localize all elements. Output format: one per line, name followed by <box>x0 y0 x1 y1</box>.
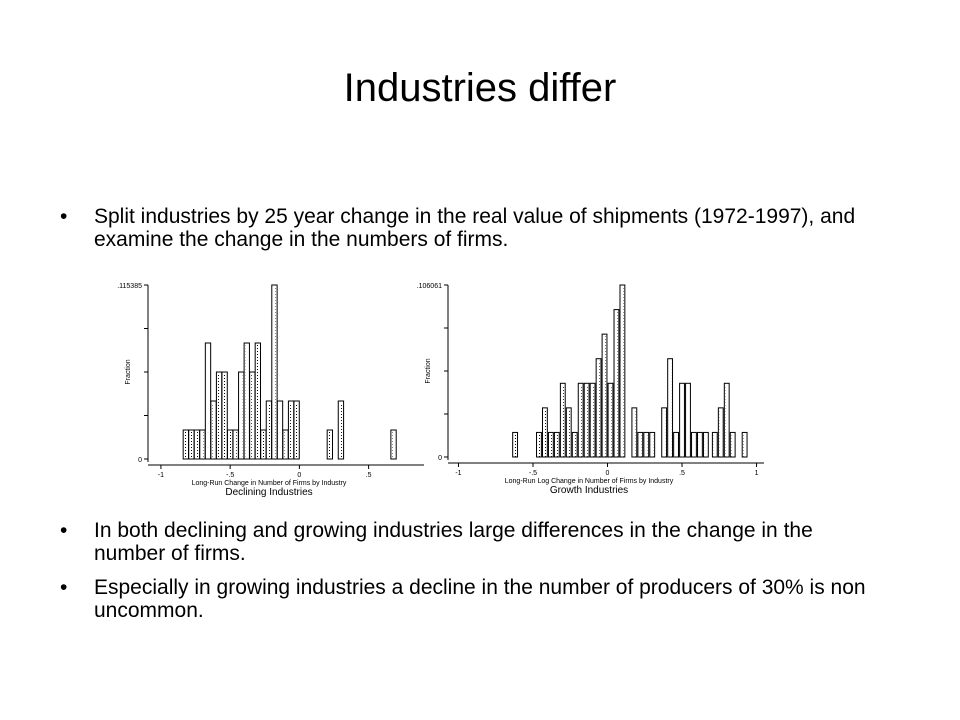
y-tick-label: .106061 <box>417 283 442 290</box>
bar-hatching <box>573 434 576 457</box>
bar-hatching <box>328 432 331 459</box>
bar-hatching <box>201 432 204 459</box>
bar-hatching <box>609 385 612 457</box>
bar-hatching <box>561 385 564 457</box>
bar-hatching <box>585 385 588 457</box>
slide-title: Industries differ <box>343 66 617 110</box>
bullet-text: Split industries by 25 year change in th… <box>94 205 856 251</box>
histogram-growth: .106061 0 Fraction -1 -.5 0 .5 1 Long-Run Log Ch… <box>417 283 764 496</box>
bar-hatching <box>195 432 198 459</box>
bar-hatching <box>284 432 287 459</box>
bar-hatching <box>223 374 226 459</box>
bar-hatching <box>731 434 734 457</box>
bar-hatching <box>686 385 689 457</box>
y-tick-label: .115385 <box>117 283 142 290</box>
bar-hatching <box>579 385 582 457</box>
chart-subtitle: Declining Industries <box>225 487 312 498</box>
bar-hatching <box>633 409 636 457</box>
bar-hatching <box>603 336 606 457</box>
bar-hatching <box>212 403 215 459</box>
bar-hatching <box>639 434 642 457</box>
x-axis-label: Long-Run Change in Number of Firms by In… <box>192 480 347 487</box>
bar-hatching <box>229 432 232 459</box>
bar-hatching <box>645 434 648 457</box>
chart-subtitle: Growth Industries <box>550 485 628 496</box>
bullet-dot: • <box>60 205 68 228</box>
bar-hatching <box>190 432 193 459</box>
bar-hatching <box>621 287 624 457</box>
x-tick-label: -1 <box>158 472 164 479</box>
bar-hatching <box>549 434 552 457</box>
bar-hatching <box>567 409 570 457</box>
x-tick-label: .5 <box>679 470 685 477</box>
y-tick-label: 0 <box>138 457 142 464</box>
bar-hatching <box>514 434 517 457</box>
x-tick-label: -.5 <box>226 472 234 479</box>
bar-hatching <box>392 432 395 459</box>
bar-hatching <box>719 409 722 457</box>
bullet-item: • Split industries by 25 year change in … <box>60 205 880 251</box>
bar-hatching <box>234 432 237 459</box>
bar-hatching <box>251 374 254 459</box>
bar-hatching <box>651 434 654 457</box>
y-axis-label: Fraction <box>425 358 432 383</box>
y-tick-label: 0 <box>438 455 442 462</box>
bar-hatching <box>279 403 281 459</box>
bar-hatching <box>591 385 594 457</box>
bar-hatching <box>597 360 600 457</box>
x-axis-label: Long-Run Log Change in Number of Firms b… <box>505 478 674 485</box>
bar-hatching <box>245 345 248 459</box>
bullet-text: Especially in growing industries a decli… <box>94 576 866 622</box>
bullet-text: In both declining and growing industries… <box>94 519 813 565</box>
x-tick-label: -.5 <box>529 470 537 477</box>
histogram-declining: .115385 0 Fraction -1 -.5 0 .5 Long-Run Change … <box>117 283 424 498</box>
y-axis-label: Fraction <box>125 359 132 384</box>
bar-hatching <box>218 374 221 459</box>
bar-hatching <box>615 311 618 457</box>
bar-hatching <box>240 374 243 459</box>
bar-hatching <box>725 385 728 457</box>
bar-hatching <box>663 409 666 457</box>
bullet-item: • Especially in growing industries a dec… <box>60 576 880 622</box>
x-tick-label: 1 <box>755 470 759 477</box>
bar-hatching <box>669 360 672 457</box>
bar-hatching <box>262 432 265 459</box>
bar-hatching <box>290 403 293 459</box>
bar-hatching <box>692 434 695 457</box>
bar-hatching <box>339 403 342 459</box>
bar-hatching <box>543 409 546 457</box>
bar-hatching <box>295 403 298 459</box>
x-tick-label: 0 <box>297 472 301 479</box>
x-tick-label: -1 <box>455 470 461 477</box>
bar-hatching <box>537 434 540 457</box>
bar-hatching <box>256 345 259 459</box>
x-tick-label: 0 <box>606 470 610 477</box>
bar-hatching <box>713 434 716 457</box>
bullet-dot: • <box>60 576 68 599</box>
bar-hatching <box>207 345 209 459</box>
bar-hatching <box>743 434 746 457</box>
bar-hatching <box>675 434 678 457</box>
bar-hatching <box>704 434 707 457</box>
bar-hatching <box>698 434 701 457</box>
x-tick-label: .5 <box>366 472 372 479</box>
bullet-item: • In both declining and growing industri… <box>60 519 880 565</box>
bar-hatching <box>184 432 187 459</box>
bar-hatching <box>681 385 684 457</box>
bar-hatching <box>555 434 558 457</box>
bar-hatching <box>273 287 276 459</box>
bullet-dot: • <box>60 519 68 542</box>
bar-hatching <box>267 403 270 459</box>
